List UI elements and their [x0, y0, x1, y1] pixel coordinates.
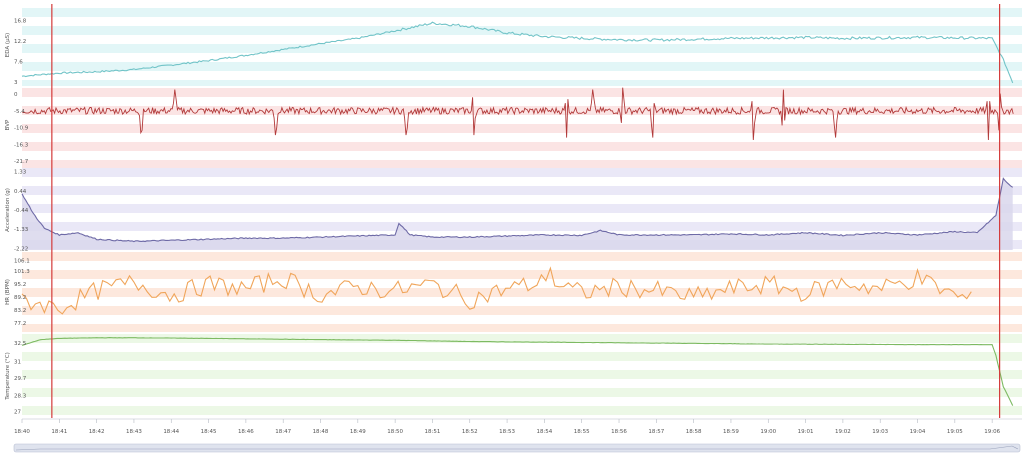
- time-navigator[interactable]: [13, 443, 1021, 453]
- eda-series-line: [21, 21, 1014, 84]
- temp-tick-label: 31: [14, 360, 21, 366]
- x-tick-label: 18:48: [313, 429, 329, 435]
- y-axis-labels: EDA (µS) BVP Acceleration (g) HR (BPM) Tempe…: [5, 33, 11, 401]
- temp-band: [22, 352, 1022, 361]
- x-tick-label: 18:42: [89, 429, 105, 435]
- temp-axis-label: Temperature (°C): [5, 352, 11, 400]
- x-tick-label: 19:00: [760, 429, 776, 435]
- navigator-preview-line: [15, 445, 1019, 451]
- temp-tick-label: 32.5: [14, 341, 27, 347]
- acc-band: [22, 222, 1022, 231]
- hr-band: [22, 324, 1022, 332]
- eda-band: [22, 44, 1022, 53]
- hr-band: [22, 288, 1022, 297]
- acc-band: [22, 168, 1022, 177]
- data-series: [21, 21, 1014, 406]
- eda-axis-label: EDA (µS): [5, 33, 11, 57]
- navigator-track[interactable]: [14, 444, 1020, 452]
- hr-tick-label: 95.2: [14, 282, 26, 288]
- acc-axis-label: Acceleration (g): [5, 188, 11, 232]
- acc-tick-label: -2.22: [14, 246, 28, 252]
- hr-tick-label: 101.3: [14, 269, 30, 275]
- x-tick-label: 19:02: [835, 429, 851, 435]
- eda-band: [22, 80, 1022, 86]
- temp-band: [22, 406, 1022, 415]
- bvp-band: [22, 88, 1022, 97]
- hr-band: [22, 252, 1022, 261]
- acc-band: [22, 186, 1022, 195]
- bvp-axis-label: BVP: [5, 119, 11, 130]
- x-tick-label: 19:01: [798, 429, 814, 435]
- temp-tick-label: 27: [14, 410, 21, 416]
- x-tick-label: 18:51: [425, 429, 441, 435]
- hr-band: [22, 306, 1022, 315]
- bvp-band: [22, 160, 1022, 168]
- hr-tick-label: 77.2: [14, 321, 26, 327]
- x-tick-label: 18:59: [723, 429, 739, 435]
- eda-band: [22, 62, 1022, 71]
- eda-tick-label: 16.8: [14, 18, 27, 24]
- x-tick-label: 18:55: [574, 429, 590, 435]
- eda-tick-label: 12.2: [14, 39, 26, 45]
- x-tick-label: 18:50: [387, 429, 403, 435]
- event-markers: [51, 4, 1001, 418]
- bvp-tick-label: 0: [14, 92, 18, 98]
- acc-tick-label: -1.33: [14, 227, 29, 233]
- acc-tick-label: 1.33: [14, 170, 27, 176]
- x-tick-label: 19:06: [984, 429, 1000, 435]
- temp-band: [22, 334, 1022, 343]
- x-tick-label: 18:53: [499, 429, 515, 435]
- x-tick-label: 18:49: [350, 429, 366, 435]
- temp-tick-label: 28.3: [14, 393, 27, 399]
- acc-series-line: [21, 177, 1013, 243]
- x-tick-label: 18:46: [238, 429, 254, 435]
- eda-band: [22, 26, 1022, 35]
- bvp-band: [22, 142, 1022, 151]
- acc-tick-label: 0.44: [14, 189, 27, 195]
- x-tick-label: 18:43: [126, 429, 142, 435]
- temp-band: [22, 388, 1022, 397]
- x-tick-label: 18:57: [648, 429, 664, 435]
- eda-tick-label: 7.6: [14, 59, 23, 65]
- background-bands: [22, 8, 1022, 415]
- bvp-tick-label: -10.9: [14, 126, 29, 132]
- bvp-series-line: [21, 87, 1014, 141]
- navigator-window[interactable]: [13, 443, 1021, 453]
- hr-tick-label: 83.2: [14, 308, 26, 314]
- bvp-tick-label: -21.7: [14, 159, 29, 165]
- temp-tick-label: 29.7: [14, 376, 27, 382]
- x-tick-label: 18:47: [275, 429, 291, 435]
- x-tick-label: 19:03: [872, 429, 888, 435]
- eda-band: [22, 8, 1022, 17]
- hr-tick-label: 106.1: [14, 258, 30, 264]
- x-tick-label: 18:41: [51, 429, 67, 435]
- hr-tick-label: 89.2: [14, 295, 26, 301]
- eda-tick-label: 3: [14, 80, 18, 86]
- x-tick-label: 18:45: [201, 429, 217, 435]
- x-tick-label: 19:04: [910, 429, 926, 435]
- acc-band: [22, 204, 1022, 213]
- x-tick-label: 18:52: [462, 429, 478, 435]
- hr-band: [22, 270, 1022, 279]
- time-axis: 18:40 18:41 18:42 18:43 18:44 18:45 18:46 18:47…: [14, 418, 1022, 435]
- bvp-band: [22, 124, 1022, 133]
- x-tick-label: 18:40: [14, 429, 30, 435]
- x-tick-label: 18:56: [611, 429, 627, 435]
- x-tick-label: 18:54: [536, 429, 552, 435]
- temp-series-line: [21, 337, 1014, 406]
- hr-axis-label: HR (BPM): [5, 279, 11, 305]
- bvp-tick-label: -16.3: [14, 142, 29, 148]
- x-tick-label: 18:58: [686, 429, 702, 435]
- y-axis-ticks: 16.8 12.2 7.6 3 0 -5.4 -10.9 -16.3 -21.7 1.33 0.44…: [14, 18, 30, 415]
- x-tick-label: 19:05: [947, 429, 963, 435]
- temp-band: [22, 370, 1022, 379]
- x-tick-label: 18:44: [163, 429, 179, 435]
- hr-series-line: [21, 266, 972, 315]
- bvp-tick-label: -5.4: [14, 109, 25, 115]
- acc-tick-label: -0.44: [14, 208, 29, 214]
